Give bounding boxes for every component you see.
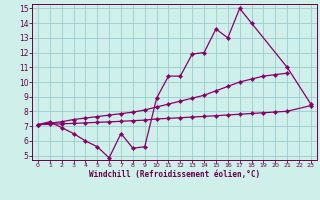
X-axis label: Windchill (Refroidissement éolien,°C): Windchill (Refroidissement éolien,°C) — [89, 170, 260, 179]
